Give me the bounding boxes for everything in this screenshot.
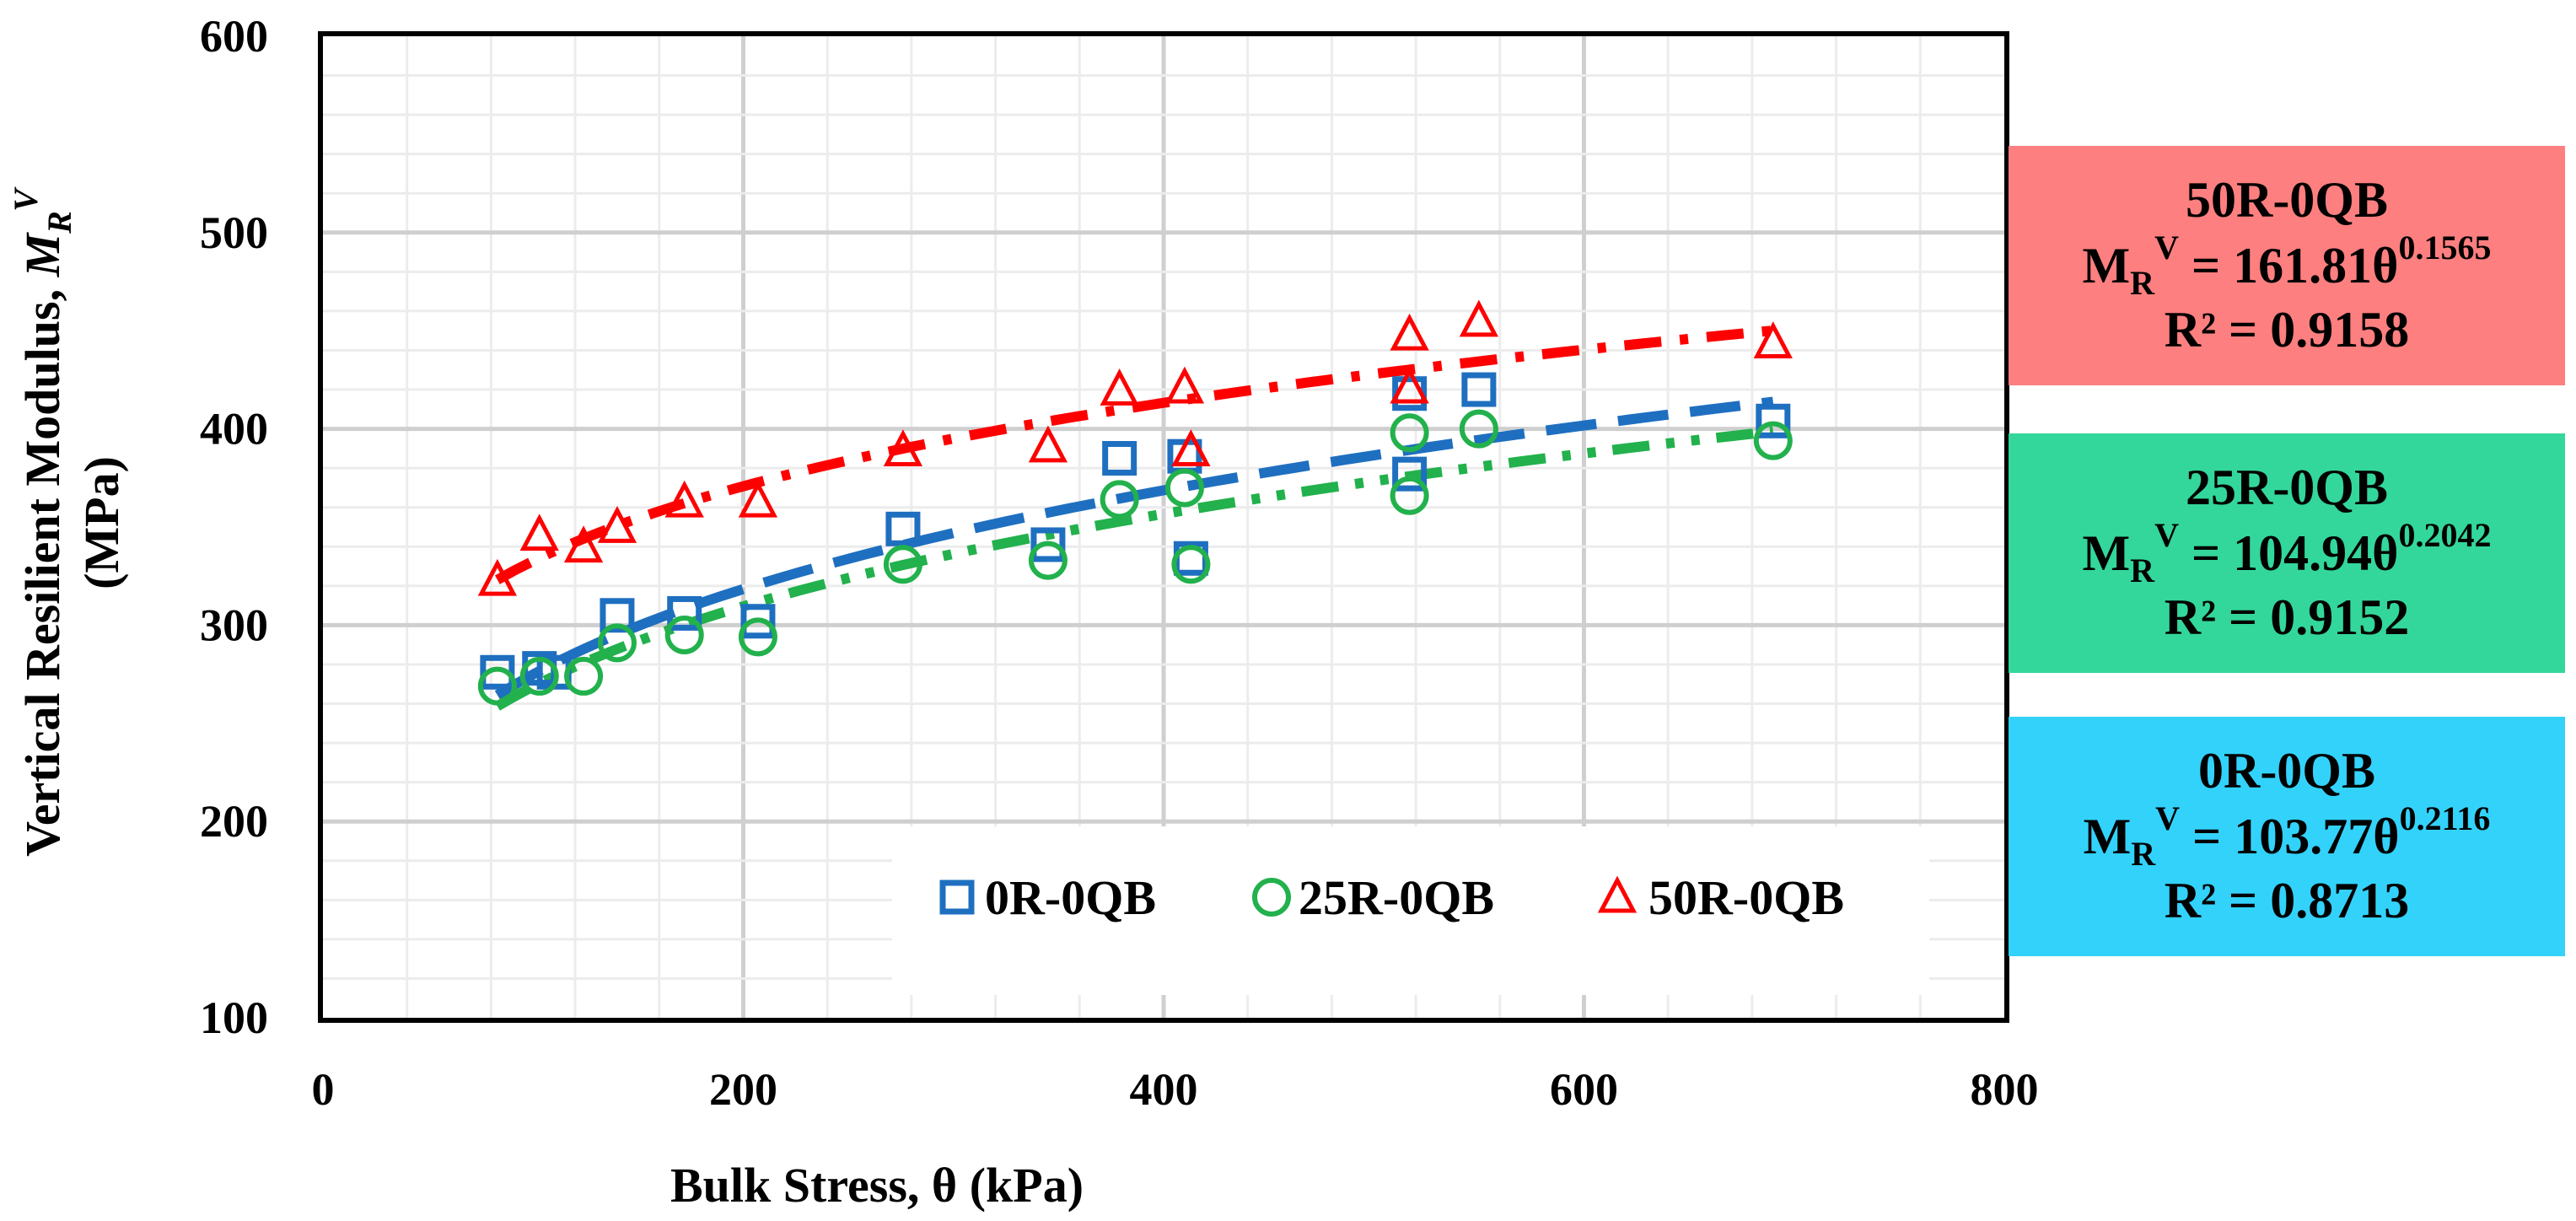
legend-background	[892, 826, 1929, 995]
data-point-25r-0qb	[1390, 476, 1429, 515]
y-axis-units: (MPa)	[74, 456, 129, 589]
legend-label-25r-0qb: 25R-0QB	[1299, 870, 1494, 925]
y-tick-label: 500	[200, 207, 268, 258]
x-tick-label: 0	[312, 1064, 335, 1115]
data-point-0r-0qb	[667, 595, 702, 631]
data-point-50r-0qb	[1753, 321, 1793, 358]
x-axis-ticks: 0 200 400 600 800	[312, 1064, 2039, 1115]
data-point-0r-0qb	[1756, 403, 1791, 438]
legend: 0R-0QB 25R-0QB 50R-0QB	[892, 826, 1929, 995]
equation-formula: MRV = 104.94θ0.2042	[2082, 515, 2492, 589]
data-point-0r-0qb	[1392, 456, 1428, 492]
trendline-25r-0qb	[494, 426, 1774, 711]
y-tick-label: 400	[200, 404, 268, 455]
data-point-25r-0qb	[1171, 545, 1211, 584]
data-point-25r-0qb	[1100, 480, 1139, 519]
data-point-25r-0qb	[1390, 413, 1429, 453]
data-point-50r-0qb	[1390, 313, 1429, 351]
equation-box-50r-0qb: 50R-0QB MRV = 161.81θ0.1565 R² = 0.9158	[2009, 146, 2565, 385]
legend-marker-25r-0qb	[1252, 878, 1291, 917]
data-point-50r-0qb	[563, 525, 604, 563]
data-point-50r-0qb	[1164, 366, 1205, 404]
equation-title: 25R-0QB	[2186, 460, 2388, 516]
equation-box-0r-0qb: 0R-0QB MRV = 103.77θ0.2116 R² = 0.8713	[2009, 717, 2565, 956]
data-point-0r-0qb	[480, 654, 515, 690]
y-axis-title-sup: V	[7, 186, 45, 212]
equation-formula: MRV = 161.81θ0.1565	[2082, 228, 2492, 302]
data-point-25r-0qb	[1164, 468, 1204, 508]
data-point-0r-0qb	[740, 604, 776, 639]
legend-marker-50r-0qb	[1597, 875, 1638, 913]
data-point-50r-0qb	[664, 480, 704, 518]
x-tick-label: 800	[1971, 1064, 2039, 1115]
data-point-0r-0qb	[1102, 441, 1137, 476]
data-point-25r-0qb	[1028, 541, 1068, 580]
equation-r-squared: R² = 0.8713	[2164, 873, 2410, 929]
data-point-50r-0qb	[519, 514, 559, 551]
legend-marker-0r-0qb	[939, 879, 975, 915]
equation-r-squared: R² = 0.9158	[2164, 302, 2410, 358]
y-axis-title-sub: R	[40, 212, 78, 234]
data-point-25r-0qb	[519, 656, 559, 696]
data-point-25r-0qb	[1459, 409, 1498, 449]
data-point-25r-0qb	[883, 545, 922, 584]
data-point-50r-0qb	[1171, 429, 1211, 467]
data-point-0r-0qb	[600, 598, 635, 633]
y-tick-label: 300	[200, 600, 268, 650]
data-point-0r-0qb	[1461, 372, 1497, 407]
data-point-50r-0qb	[738, 480, 778, 518]
y-axis-title-symbol: M	[15, 231, 70, 277]
x-tick-label: 200	[709, 1064, 777, 1115]
data-point-0r-0qb	[885, 511, 921, 546]
data-point-50r-0qb	[1459, 299, 1499, 337]
equation-title: 50R-0QB	[2186, 172, 2388, 229]
data-point-50r-0qb	[1028, 425, 1068, 463]
legend-label-50r-0qb: 50R-0QB	[1648, 870, 1844, 925]
x-tick-label: 600	[1550, 1064, 1618, 1115]
data-point-50r-0qb	[1390, 366, 1429, 404]
data-point-50r-0qb	[883, 429, 923, 467]
y-tick-label: 100	[200, 992, 268, 1043]
equation-title: 0R-0QB	[2198, 743, 2375, 799]
y-tick-label: 600	[200, 11, 268, 62]
legend-label-0r-0qb: 0R-0QB	[985, 870, 1156, 925]
data-point-25r-0qb	[564, 656, 604, 696]
data-point-50r-0qb	[1100, 368, 1139, 406]
y-axis-ticks: 100 200 300 400 500 600	[200, 11, 268, 1043]
plot-area-border	[318, 31, 2009, 1023]
data-point-25r-0qb	[597, 623, 637, 663]
trendline-50r-0qb	[495, 325, 1774, 584]
equation-formula: MRV = 103.77θ0.2116	[2083, 799, 2491, 873]
equation-r-squared: R² = 0.9152	[2164, 589, 2410, 646]
data-point-25r-0qb	[738, 617, 777, 657]
data-points	[477, 299, 1793, 706]
data-point-25r-0qb	[1753, 421, 1793, 460]
data-point-0r-0qb	[1392, 376, 1428, 411]
equation-box-25r-0qb: 25R-0QB MRV = 104.94θ0.2042 R² = 0.9152	[2009, 433, 2565, 673]
y-axis-title-main: Vertical Resilient Modulus,	[15, 277, 70, 856]
data-point-25r-0qb	[664, 616, 704, 655]
x-tick-label: 400	[1130, 1064, 1198, 1115]
data-point-25r-0qb	[477, 666, 517, 706]
data-point-50r-0qb	[477, 558, 518, 596]
x-axis-title: Bulk Stress, θ (kPa)	[670, 1158, 1084, 1213]
data-point-0r-0qb	[1030, 527, 1066, 562]
y-tick-label: 200	[200, 796, 268, 847]
data-point-50r-0qb	[597, 505, 637, 543]
y-axis-title: Vertical Resilient Modulus, MRV	[7, 186, 78, 857]
